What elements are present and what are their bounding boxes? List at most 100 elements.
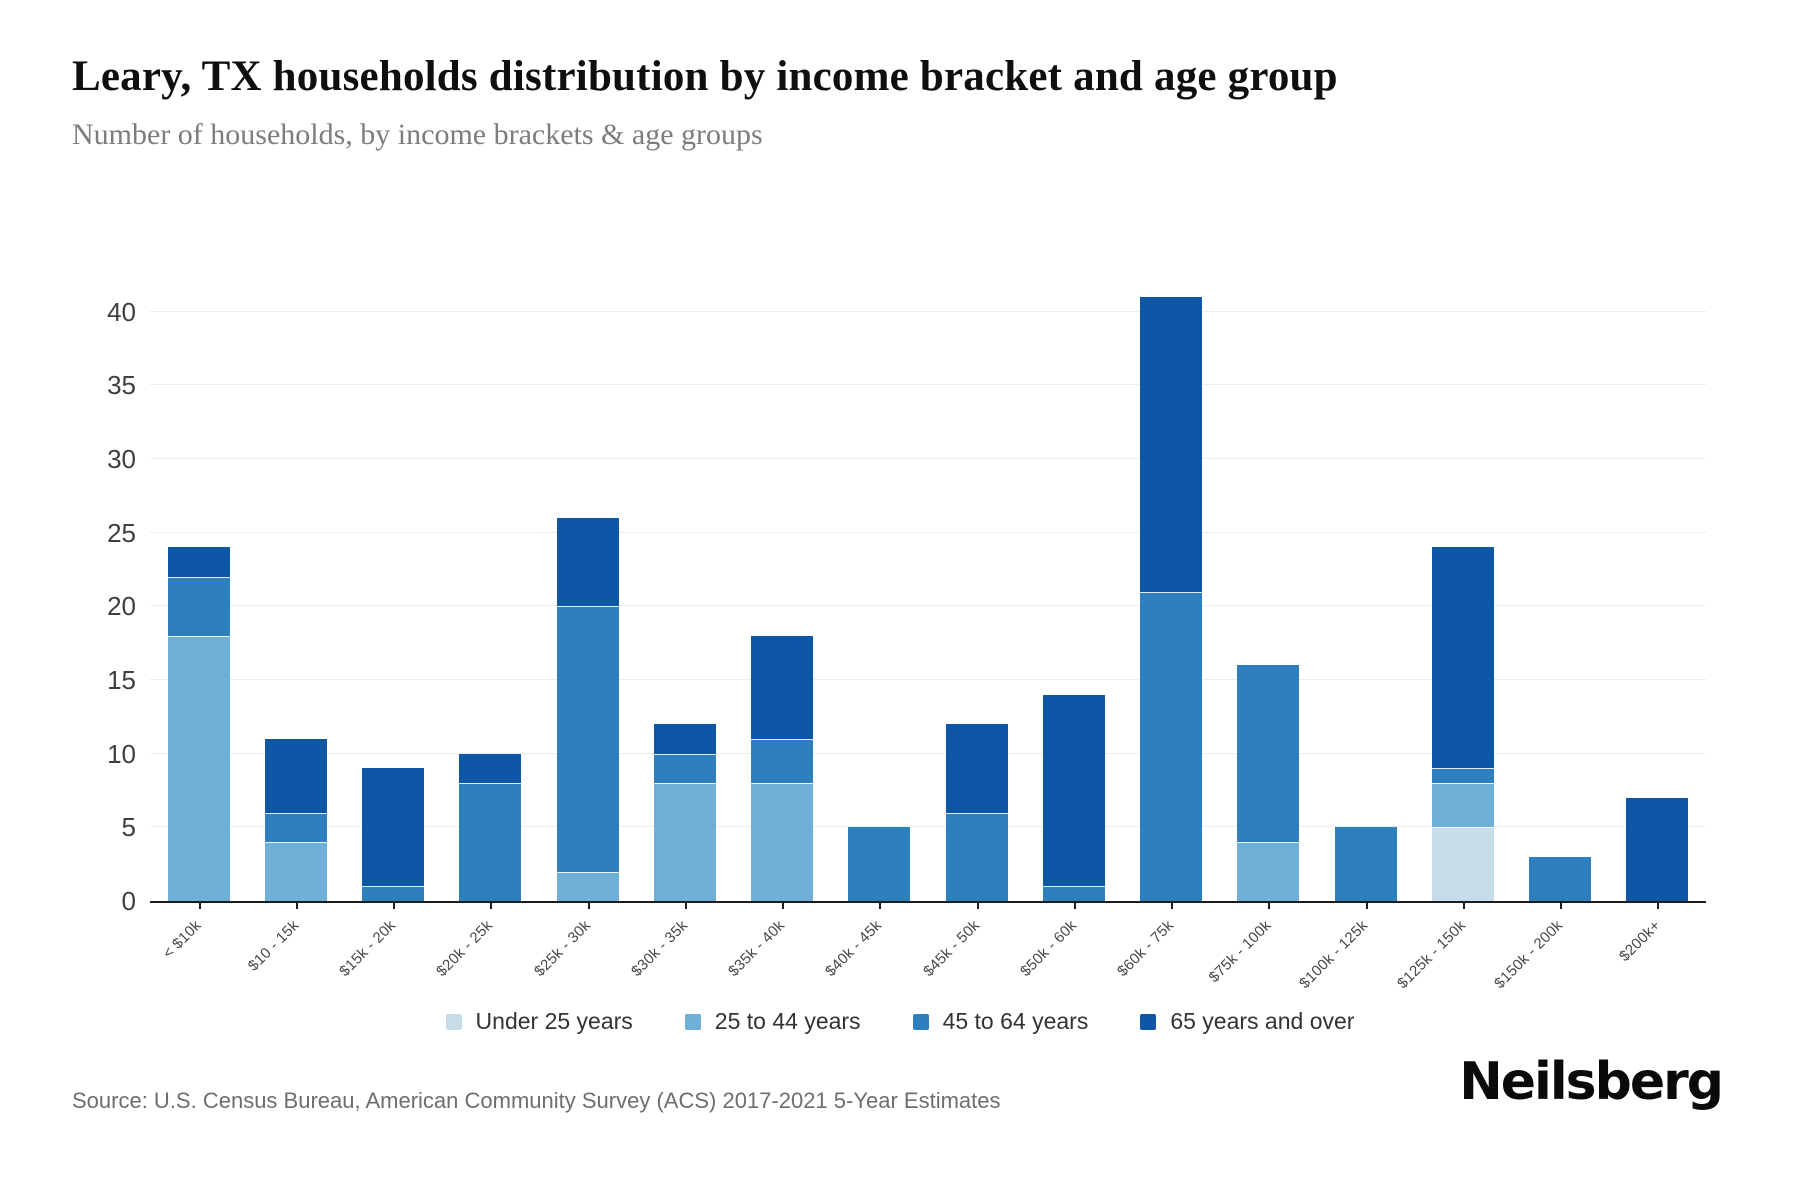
- gridline-y-25: [150, 531, 1706, 533]
- gridline-y-20: [150, 605, 1706, 607]
- bar-segment[interactable]: [556, 606, 619, 872]
- y-axis-labels: 0 5 10 15 20 25 30 35 40: [0, 260, 136, 914]
- bar-segment[interactable]: [1431, 768, 1494, 784]
- bar-segment[interactable]: [751, 738, 814, 784]
- x-axis-tick: [1268, 903, 1271, 909]
- bar-segment[interactable]: [459, 783, 522, 901]
- bar-band: [928, 260, 1025, 909]
- bar-band: [247, 260, 344, 909]
- bar-segment[interactable]: [1431, 547, 1494, 769]
- legend-swatch: [684, 1013, 701, 1030]
- bar-segment[interactable]: [1237, 842, 1300, 901]
- bar-bands: [150, 260, 1706, 909]
- bar-segment[interactable]: [848, 827, 911, 901]
- x-axis-tick: [1657, 903, 1660, 909]
- bar-segment[interactable]: [362, 768, 425, 887]
- bar-segment[interactable]: [945, 812, 1008, 901]
- legend-swatch: [1140, 1013, 1157, 1030]
- legend-label: Under 25 years: [475, 1008, 633, 1034]
- bar-segment[interactable]: [167, 576, 230, 636]
- x-axis-tick: [1171, 903, 1174, 909]
- x-tick-label: $200k+: [1615, 917, 1664, 965]
- x-tick-label: $15k - 20k: [336, 917, 400, 980]
- bar-band: [734, 260, 831, 909]
- bar-segment[interactable]: [459, 753, 522, 784]
- bar-segment[interactable]: [1431, 783, 1494, 828]
- legend-item-45-to-64-years[interactable]: 45 to 64 years: [912, 1008, 1088, 1035]
- chart-title: Leary, TX households distribution by inc…: [72, 53, 1338, 100]
- stacked-bar-$15k - 20k: [362, 768, 425, 901]
- bar-segment[interactable]: [1431, 827, 1494, 901]
- bar-band: [831, 260, 928, 909]
- gridline-y-35: [150, 384, 1706, 386]
- x-axis-tick: [1560, 903, 1563, 909]
- bar-segment[interactable]: [751, 783, 814, 901]
- legend-item-25-to-44-years[interactable]: 25 to 44 years: [684, 1008, 861, 1035]
- legend-label: 25 to 44 years: [714, 1008, 861, 1034]
- bar-segment[interactable]: [1042, 886, 1105, 901]
- source-note: Source: U.S. Census Bureau, American Com…: [72, 1088, 1001, 1113]
- bar-segment[interactable]: [1042, 694, 1105, 887]
- stacked-bar-$20k - 25k: [459, 753, 522, 901]
- x-tick-label: < $10k: [159, 917, 205, 963]
- legend-swatch: [912, 1013, 929, 1030]
- bar-band: [1317, 260, 1414, 909]
- y-tick-label-30: 30: [107, 443, 136, 474]
- bar-segment[interactable]: [264, 842, 327, 901]
- stacked-bar-$40k - 45k: [848, 827, 911, 901]
- bar-segment[interactable]: [751, 635, 814, 739]
- gridline-y-40: [150, 310, 1706, 312]
- x-axis-tick: [684, 903, 687, 909]
- y-tick-label-25: 25: [107, 517, 136, 548]
- bar-segment[interactable]: [264, 738, 327, 813]
- x-axis-tick: [295, 903, 298, 909]
- legend-item-65-years-and-over[interactable]: 65 years and over: [1140, 1008, 1354, 1035]
- bar-segment[interactable]: [1140, 296, 1203, 592]
- x-tick-label: $100k - 125k: [1296, 917, 1372, 993]
- neilsberg-logo: Neilsberg: [1459, 1052, 1724, 1112]
- x-tick-label: $20k - 25k: [433, 917, 497, 980]
- x-tick-label: $125k - 150k: [1393, 917, 1469, 993]
- bar-band: [539, 260, 636, 909]
- bar-segment[interactable]: [945, 724, 1008, 813]
- bar-segment[interactable]: [264, 812, 327, 843]
- x-axis-labels: < $10k $10 - 15k $15k - 20k $20k - 25k $25k …: [150, 903, 1706, 1013]
- x-tick-label: $75k - 100k: [1205, 917, 1275, 987]
- bar-segment[interactable]: [556, 871, 619, 901]
- y-tick-label-40: 40: [107, 296, 136, 327]
- x-tick-label: $35k - 40k: [725, 917, 789, 980]
- bar-band: [1414, 260, 1511, 909]
- y-tick-label-5: 5: [121, 812, 136, 843]
- legend-item-under-25-years[interactable]: Under 25 years: [445, 1008, 633, 1035]
- bar-segment[interactable]: [653, 753, 716, 784]
- stacked-bar-$75k - 100k: [1237, 665, 1300, 901]
- bar-segment[interactable]: [1140, 591, 1203, 901]
- y-tick-label-10: 10: [107, 738, 136, 769]
- bar-segment[interactable]: [653, 724, 716, 754]
- bar-segment[interactable]: [1237, 665, 1300, 843]
- x-axis-tick: [587, 903, 590, 909]
- bar-segment[interactable]: [362, 886, 425, 901]
- y-tick-label-0: 0: [121, 886, 136, 916]
- bar-segment[interactable]: [1334, 827, 1397, 901]
- x-tick-label: $40k - 45k: [822, 917, 886, 980]
- bar-segment[interactable]: [1529, 856, 1592, 901]
- bar-band: [1609, 260, 1706, 909]
- legend-swatch: [445, 1013, 462, 1030]
- bar-band: [150, 260, 247, 909]
- stacked-bar-$30k - 35k: [653, 724, 716, 901]
- bar-segment[interactable]: [167, 635, 230, 901]
- y-tick-label-35: 35: [107, 370, 136, 401]
- bar-segment[interactable]: [556, 517, 619, 607]
- plot-area: [150, 260, 1706, 909]
- bar-band: [442, 260, 539, 909]
- stacked-bar-$25k - 30k: [556, 517, 619, 901]
- x-tick-label: $25k - 30k: [530, 917, 594, 980]
- bar-segment[interactable]: [1626, 797, 1689, 901]
- x-axis-tick: [1365, 903, 1368, 909]
- bar-segment[interactable]: [653, 783, 716, 901]
- chart-subtitle: Number of households, by income brackets…: [72, 118, 763, 151]
- stacked-bar-$35k - 40k: [751, 635, 814, 901]
- bar-segment[interactable]: [167, 547, 230, 577]
- x-tick-label: $10 - 15k: [244, 917, 302, 975]
